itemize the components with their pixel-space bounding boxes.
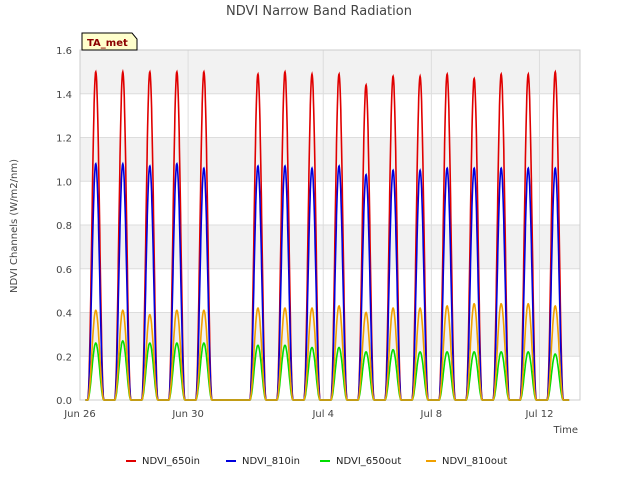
y-tick-label: 1.6 [56, 46, 72, 57]
x-tick-label: Jun 26 [63, 409, 96, 420]
legend-label: NDVI_810in [242, 456, 300, 467]
legend-label: NDVI_650out [336, 456, 401, 467]
y-tick-label: 0.8 [56, 221, 72, 232]
annotation-badge: TA_met [81, 32, 138, 51]
x-tick-label: Jul 8 [420, 409, 443, 420]
x-tick-label: Jul 4 [311, 409, 334, 420]
annotation-text: TA_met [87, 38, 128, 49]
x-tick-label: Jun 30 [171, 409, 204, 420]
legend-label: NDVI_650in [142, 456, 200, 467]
chart-title: NDVI Narrow Band Radiation [226, 4, 412, 19]
legend-item: NDVI_650in [126, 456, 200, 467]
plot-band [80, 50, 580, 94]
y-axis-label: NDVI Channels (W/m2/nm) [9, 159, 20, 293]
y-tick-label: 1.2 [56, 134, 72, 145]
y-tick-label: 0.4 [56, 309, 72, 320]
y-tick-label: 0.6 [56, 265, 72, 276]
legend-item: NDVI_810out [426, 456, 507, 467]
y-tick-label: 0.2 [56, 352, 72, 363]
legend-label: NDVI_810out [442, 456, 507, 467]
legend-item: NDVI_810in [226, 456, 300, 467]
y-tick-label: 1.0 [56, 177, 72, 188]
x-tick-label: Jul 12 [524, 409, 553, 420]
series-line-NDVI_810out [85, 302, 570, 401]
y-tick-label: 0.0 [56, 396, 72, 407]
legend-item: NDVI_650out [320, 456, 401, 467]
series-lines [85, 68, 570, 401]
y-tick-label: 1.4 [56, 90, 72, 101]
axis-ticks: 0.0 0.2 0.4 0.6 0.8 1.0 1.2 1.4 1.6 Jun 26 Jun 30 J… [56, 46, 553, 420]
x-axis-label: Time [553, 425, 578, 436]
legend: NDVI_650in NDVI_810in NDVI_650out NDVI_810o… [126, 456, 507, 467]
plot-band [80, 137, 580, 182]
